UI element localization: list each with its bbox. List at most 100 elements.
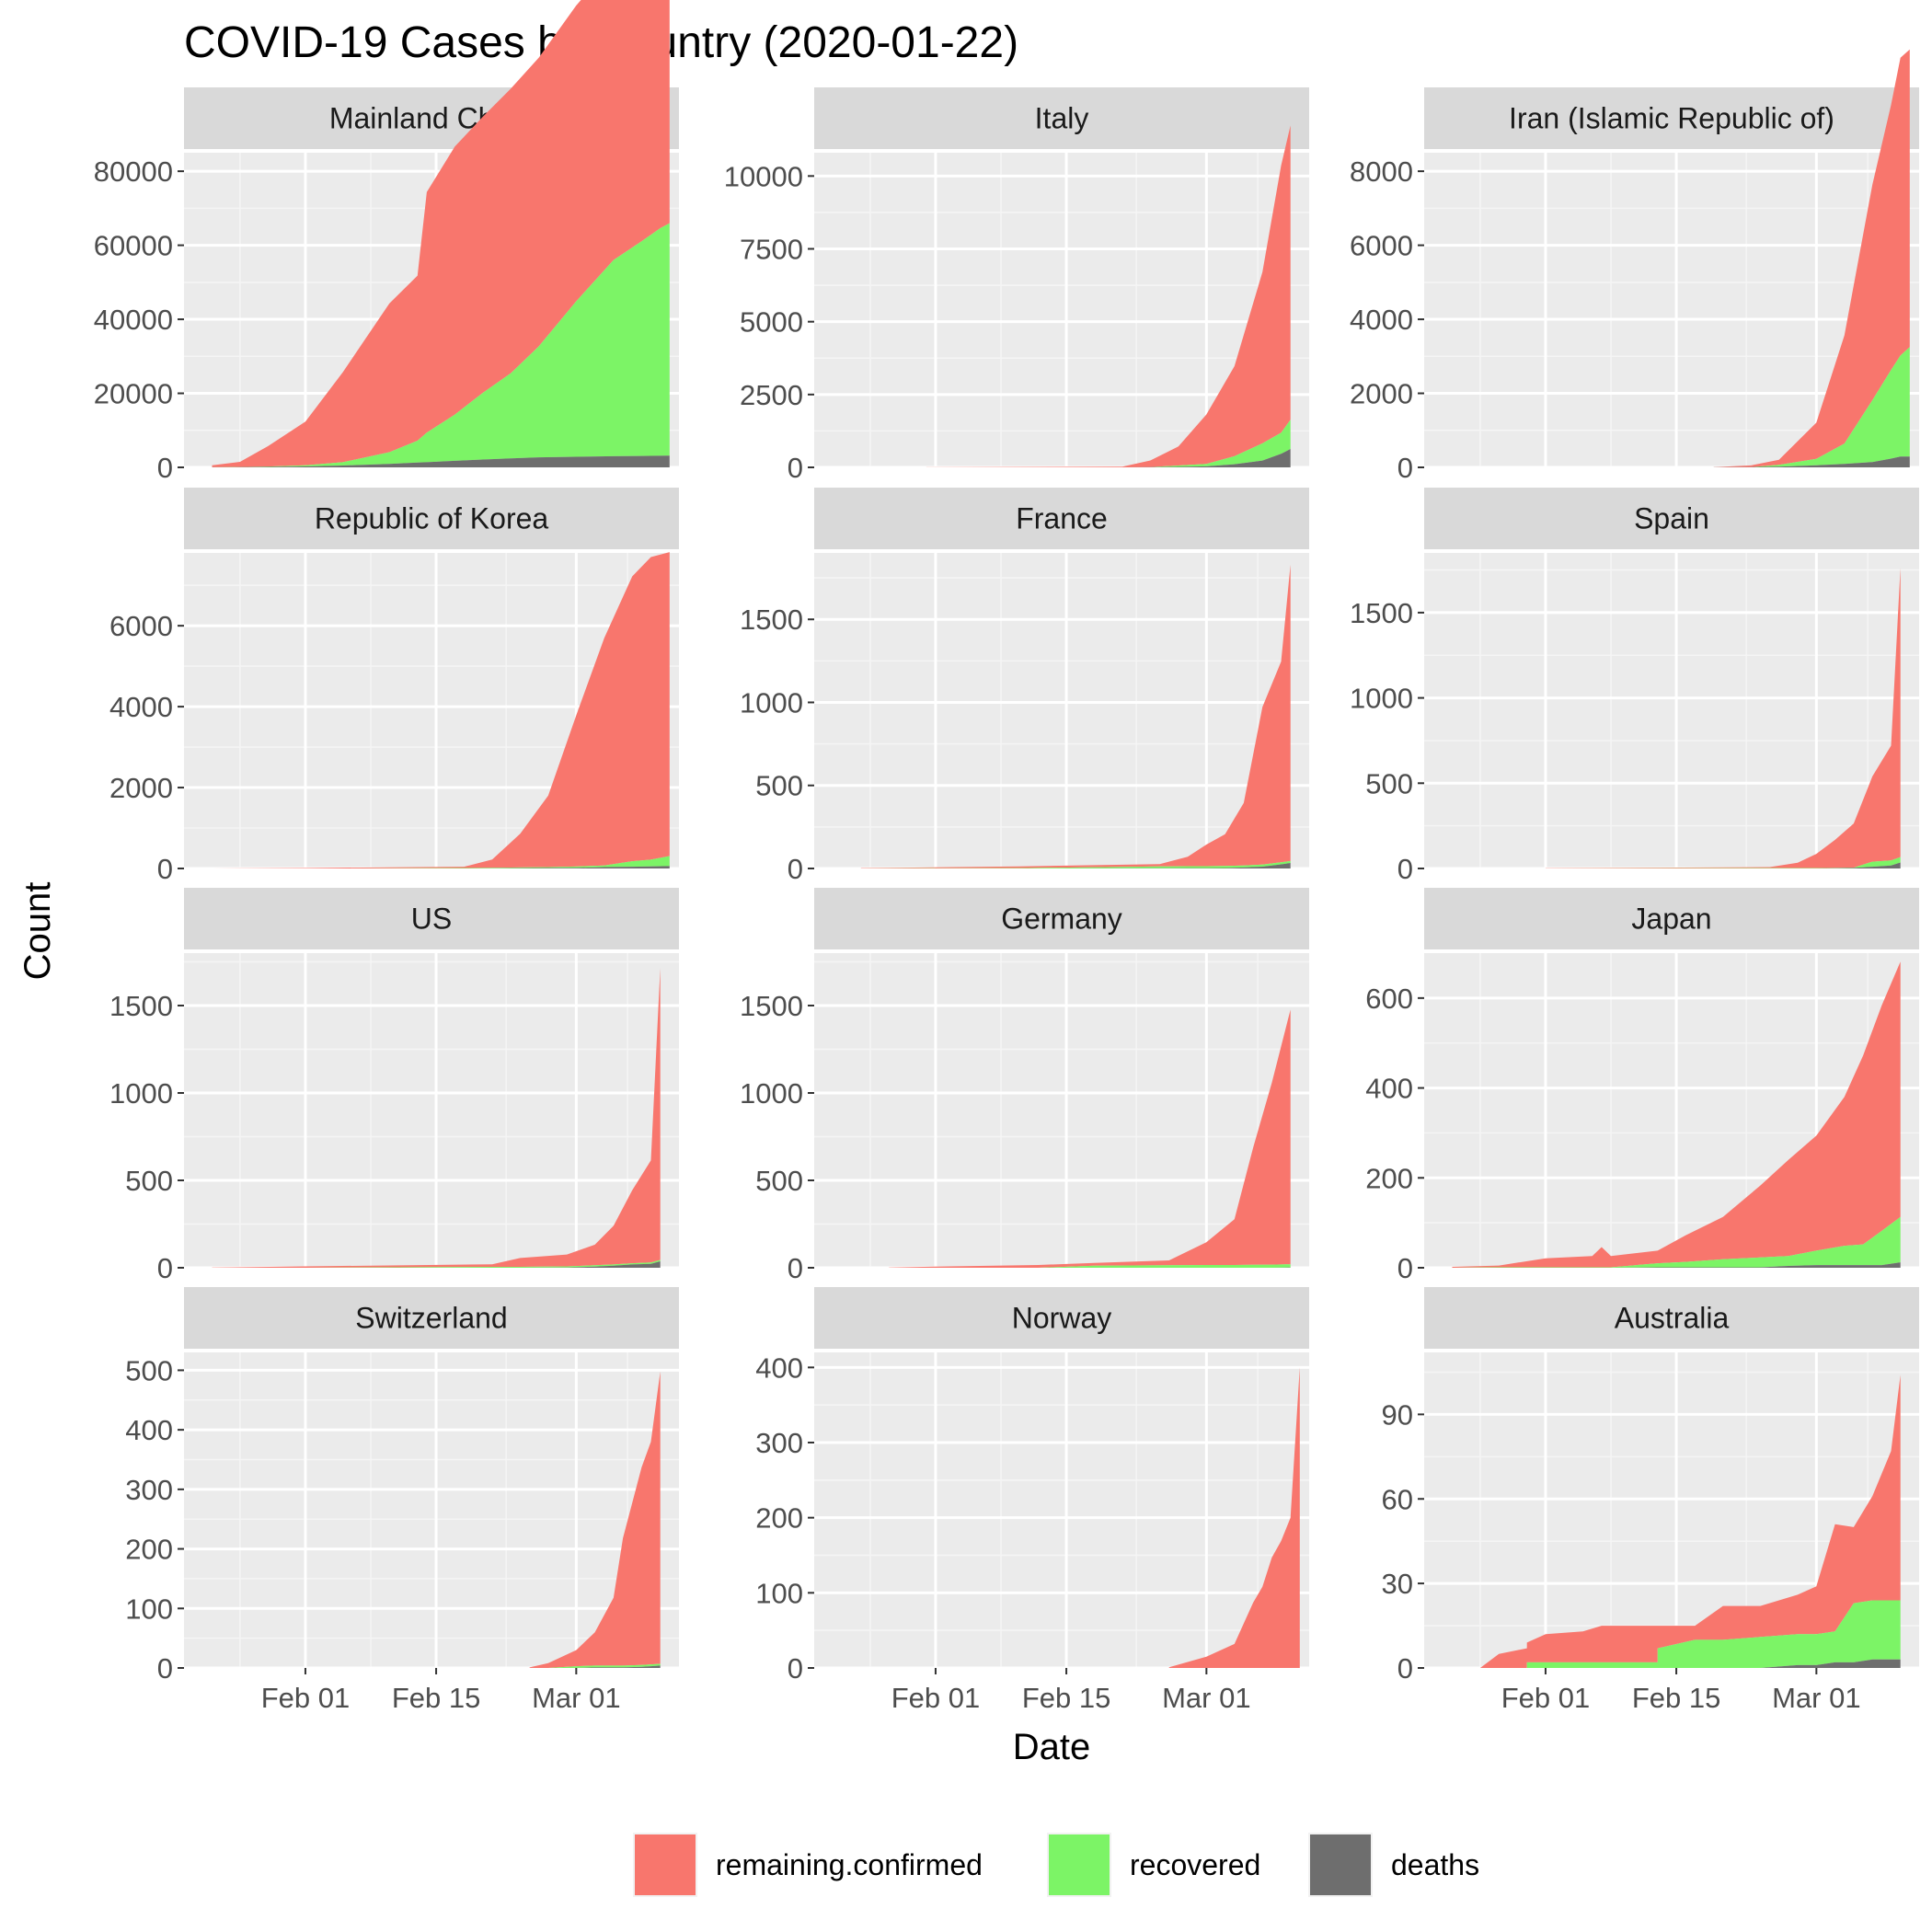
facet-france: France 0 500 1000 1500	[740, 488, 1309, 885]
legend-item-remaining-confirmed: remaining.confirmed	[633, 1833, 983, 1897]
area-recovered	[1479, 1600, 1901, 1668]
x-tick-label: Feb 15	[1022, 1682, 1111, 1714]
y-tick-label: 1500	[1350, 597, 1413, 629]
y-tick-label: 1500	[740, 604, 803, 636]
area-recovered	[889, 1264, 1291, 1268]
y-tick-label: 400	[755, 1351, 803, 1384]
area-deaths	[212, 866, 670, 868]
facet-norway: Norway 0 100 200 300 400 Feb 01 Feb 15 Mar 01	[755, 1287, 1309, 1714]
y-tick-label: 5000	[740, 306, 803, 339]
x-tick-label: Feb 15	[392, 1682, 481, 1714]
x-tick-label: Feb 01	[261, 1682, 351, 1714]
area-recovered	[1713, 347, 1910, 467]
area-remaining-confirmed	[926, 125, 1291, 467]
y-tick-label: 40000	[94, 304, 173, 336]
facet-germany: Germany 0 500 1000 1500	[740, 888, 1309, 1284]
panel-background	[184, 953, 679, 1268]
area-remaining-confirmed	[1713, 49, 1910, 467]
facet-panels: Mainland China020000400006000080000Italy…	[94, 0, 1919, 1714]
y-tick-label: 10000	[724, 160, 803, 192]
area-remaining-confirmed	[212, 968, 661, 1268]
area-remaining-confirmed	[1168, 1367, 1300, 1668]
area-remaining-confirmed	[1546, 568, 1901, 868]
y-tick-label: 0	[788, 853, 803, 885]
facet-italy: Italy 0 2500 5000 7500 10000	[724, 87, 1309, 484]
y-tick-label: 400	[125, 1414, 173, 1446]
area-remaining-confirmed	[529, 1371, 661, 1668]
legend-label: recovered	[1130, 1848, 1260, 1881]
legend-swatch	[635, 1834, 696, 1895]
y-tick-label: 0	[788, 1252, 803, 1284]
area-remaining-confirmed	[889, 1009, 1291, 1268]
y-tick-label: 8000	[1350, 155, 1413, 188]
area-recovered	[212, 223, 670, 467]
area-recovered	[860, 860, 1291, 868]
legend-swatch	[1049, 1834, 1110, 1895]
area-recovered	[1452, 1216, 1901, 1268]
y-tick-label: 1000	[740, 1077, 803, 1110]
area-recovered	[529, 1663, 661, 1668]
y-tick-label: 500	[125, 1354, 173, 1386]
facet-australia: Australia 0 30 60 90 Feb 01 Feb 15 Mar 01	[1382, 1287, 1919, 1714]
y-tick-label: 200	[1365, 1162, 1413, 1194]
x-tick-label: Mar 01	[1162, 1682, 1250, 1714]
area-deaths	[860, 863, 1291, 868]
y-tick-label: 1500	[109, 990, 173, 1022]
facet-strip-label: US	[411, 903, 452, 936]
area-remaining-confirmed	[1452, 961, 1901, 1268]
facet-strip	[184, 888, 679, 949]
x-tick-label: Mar 01	[532, 1682, 620, 1714]
facet-republic-of-korea: Republic of Korea 0 2000 4000 6000	[109, 488, 679, 885]
y-tick-label: 1000	[740, 686, 803, 719]
y-tick-label: 0	[1397, 1652, 1413, 1685]
facet-strip	[814, 1287, 1309, 1349]
y-tick-label: 6000	[109, 610, 173, 642]
y-tick-label: 2000	[109, 772, 173, 804]
facet-strip-label: Spain	[1634, 502, 1709, 535]
y-tick-label: 4000	[1350, 304, 1413, 336]
facet-strip	[1424, 1287, 1919, 1349]
panel-background	[1424, 553, 1919, 868]
y-tick-label: 2500	[740, 379, 803, 411]
legend-item-deaths: deaths	[1308, 1833, 1479, 1897]
facet-strip-label: France	[1016, 502, 1108, 535]
y-tick-label: 100	[125, 1593, 173, 1625]
facet-strip	[814, 87, 1309, 149]
y-tick-label: 0	[1397, 853, 1413, 885]
y-tick-label: 60	[1382, 1483, 1413, 1515]
y-tick-label: 500	[755, 1165, 803, 1197]
facet-iran-islamic-republic-of: Iran (Islamic Republic of) 0 2000 4000 6000 8…	[1350, 49, 1919, 484]
legend: remaining.confirmed recovered deaths	[633, 1833, 1479, 1897]
area-deaths	[1713, 456, 1910, 467]
facet-strip	[1424, 488, 1919, 549]
facet-strip-label: Germany	[1001, 903, 1122, 936]
y-tick-label: 7500	[740, 234, 803, 266]
y-tick-label: 200	[755, 1502, 803, 1535]
area-deaths	[1452, 1262, 1901, 1268]
y-tick-label: 100	[755, 1577, 803, 1609]
x-tick-label: Mar 01	[1772, 1682, 1860, 1714]
panel-background	[184, 1352, 679, 1668]
area-deaths	[926, 449, 1291, 467]
facet-strip-label: Italy	[1035, 102, 1089, 135]
legend-label: deaths	[1391, 1848, 1479, 1881]
x-tick-label: Feb 01	[891, 1682, 981, 1714]
y-tick-label: 20000	[94, 378, 173, 410]
y-tick-label: 60000	[94, 230, 173, 262]
panel-background	[814, 553, 1309, 868]
x-tick-label: Feb 01	[1501, 1682, 1591, 1714]
y-tick-label: 0	[157, 1252, 173, 1284]
legend-item-recovered: recovered	[1047, 1833, 1260, 1897]
area-deaths	[1479, 1659, 1901, 1668]
y-tick-label: 300	[755, 1427, 803, 1459]
y-tick-label: 300	[125, 1474, 173, 1506]
legend-label: remaining.confirmed	[716, 1848, 983, 1881]
y-tick-label: 6000	[1350, 230, 1413, 262]
y-tick-label: 0	[788, 452, 803, 484]
area-deaths	[212, 455, 670, 467]
area-deaths	[529, 1665, 661, 1668]
y-tick-label: 30	[1382, 1568, 1413, 1600]
y-tick-label: 1000	[1350, 683, 1413, 715]
area-deaths	[1546, 862, 1901, 868]
